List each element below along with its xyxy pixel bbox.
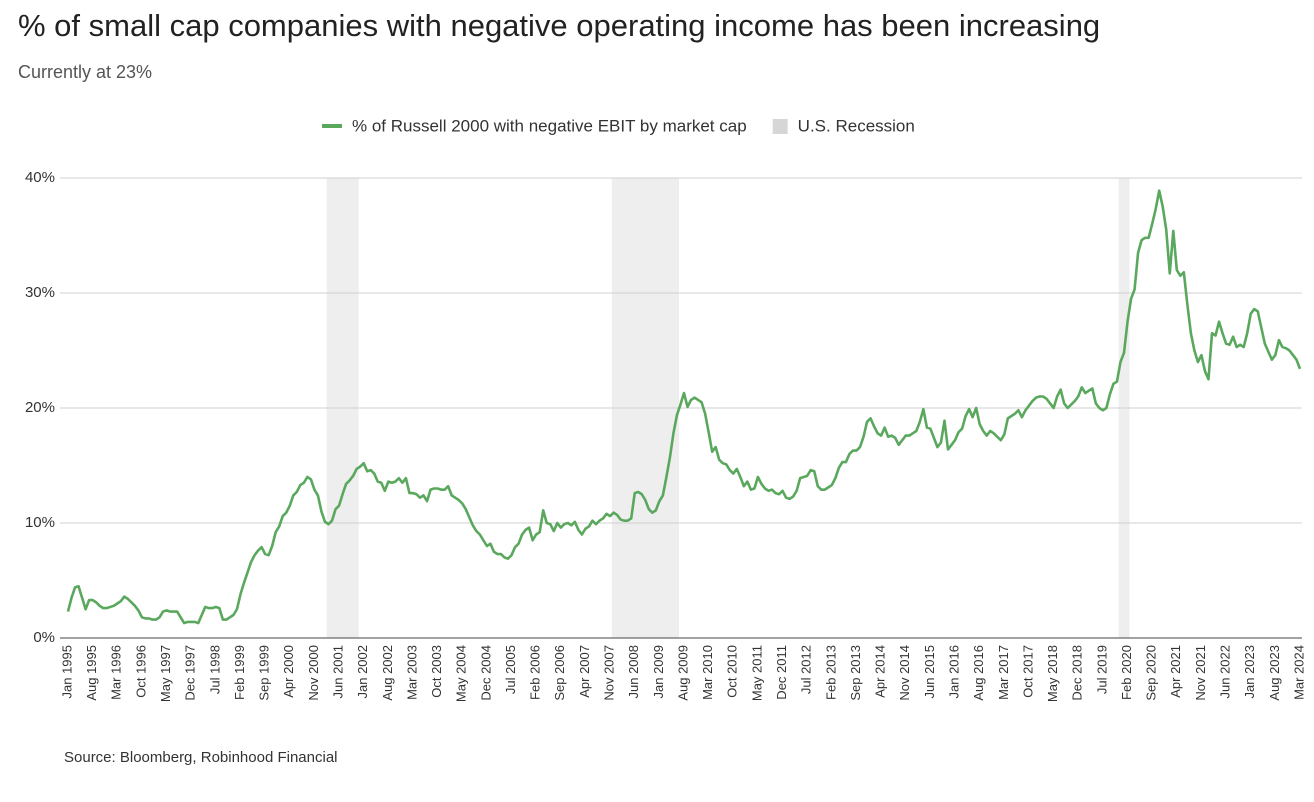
- x-tick-label: Jun 2008: [626, 645, 641, 699]
- x-tick-label: Nov 2021: [1193, 645, 1208, 701]
- x-tick-label: Oct 1996: [133, 645, 148, 698]
- x-tick-label: Mar 2024: [1291, 645, 1306, 700]
- x-tick-label: Apr 2007: [577, 645, 592, 698]
- chart-subtitle: Currently at 23%: [18, 62, 152, 82]
- plot-area: 0% 10% 20% 30% 40% Jan 1995 Aug 1995 Mar 1996 Oc…: [25, 169, 1306, 702]
- legend-label: U.S. Recession: [798, 116, 915, 135]
- data-line: [66, 189, 1302, 625]
- x-tick-label: Dec 1997: [183, 645, 198, 701]
- x-tick-label: Sep 2020: [1144, 645, 1159, 701]
- x-tick-label: May 2004: [454, 645, 469, 702]
- x-tick-label: Feb 2020: [1119, 645, 1134, 700]
- x-tick-label: Feb 2006: [528, 645, 543, 700]
- x-tick-label: Mar 1996: [109, 645, 124, 700]
- y-tick-label: 30%: [25, 284, 55, 301]
- x-tick-label: Jan 1995: [59, 645, 74, 699]
- x-tick-label: Aug 2023: [1267, 645, 1282, 701]
- legend-label: % of Russell 2000 with negative EBIT by …: [352, 116, 747, 135]
- x-tick-label: Sep 2013: [848, 645, 863, 701]
- x-tick-label: Jan 2002: [355, 645, 370, 699]
- x-tick-label: Oct 2003: [429, 645, 444, 698]
- x-tick-label: Jun 2001: [330, 645, 345, 699]
- x-tick-label: Apr 2021: [1168, 645, 1183, 698]
- x-tick-label: Nov 2014: [897, 645, 912, 701]
- x-tick-label: Jan 2016: [946, 645, 961, 699]
- x-tick-label: Apr 2000: [281, 645, 296, 698]
- x-tick-label: Jun 2022: [1218, 645, 1233, 699]
- x-tick-label: Jul 2019: [1094, 645, 1109, 694]
- x-tick-label: Jan 2009: [651, 645, 666, 699]
- x-tick-label: Jun 2015: [922, 645, 937, 699]
- x-tick-label: May 2018: [1045, 645, 1060, 702]
- chart-title: % of small cap companies with negative o…: [18, 8, 1100, 43]
- x-tick-label: Jul 2012: [799, 645, 814, 694]
- x-tick-label: Nov 2000: [306, 645, 321, 701]
- x-tick-label: Aug 2002: [380, 645, 395, 701]
- x-tick-label: Jul 2005: [503, 645, 518, 694]
- y-tick-label: 20%: [25, 399, 55, 416]
- x-tick-label: Aug 2016: [971, 645, 986, 701]
- x-tick-label: May 1997: [158, 645, 173, 702]
- y-tick-label: 0%: [33, 629, 55, 646]
- x-tick-label: Feb 2013: [823, 645, 838, 700]
- x-tick-label: Apr 2014: [873, 645, 888, 698]
- legend: % of Russell 2000 with negative EBIT by …: [322, 116, 915, 135]
- x-tick-label: Mar 2017: [996, 645, 1011, 700]
- x-tick-label: Oct 2017: [1020, 645, 1035, 698]
- x-tick-label: Nov 2007: [602, 645, 617, 701]
- x-tick-label: Dec 2011: [774, 645, 789, 700]
- source-note: Source: Bloomberg, Robinhood Financial: [64, 749, 338, 766]
- x-tick-label: Mar 2010: [700, 645, 715, 700]
- x-tick-label: Mar 2003: [404, 645, 419, 700]
- y-tick-label: 40%: [25, 169, 55, 186]
- x-tick-label: Aug 2009: [675, 645, 690, 701]
- x-tick-label: Jul 1998: [207, 645, 222, 694]
- x-tick-label: Dec 2004: [478, 645, 493, 701]
- x-tick-label: Jan 2023: [1242, 645, 1257, 699]
- legend-swatch: [772, 119, 788, 134]
- x-tick-label: Sep 2006: [552, 645, 567, 701]
- x-tick-label: Aug 1995: [84, 645, 99, 701]
- x-tick-label: Feb 1999: [232, 645, 247, 700]
- y-tick-label: 10%: [25, 514, 55, 531]
- x-tick-label: Sep 1999: [257, 645, 272, 701]
- x-tick-label: Dec 2018: [1070, 645, 1085, 701]
- x-tick-label: May 2011: [749, 645, 764, 701]
- x-tick-label: Oct 2010: [725, 645, 740, 698]
